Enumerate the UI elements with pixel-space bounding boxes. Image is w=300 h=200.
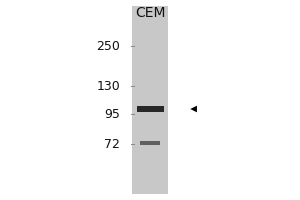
Text: 95: 95 (104, 108, 120, 120)
Text: 130: 130 (96, 80, 120, 92)
Text: CEM: CEM (135, 6, 165, 20)
Bar (132, 6, 168, 194)
Text: 72: 72 (104, 138, 120, 150)
Bar (140, 141, 160, 145)
Bar (136, 106, 164, 112)
Text: 250: 250 (96, 40, 120, 52)
